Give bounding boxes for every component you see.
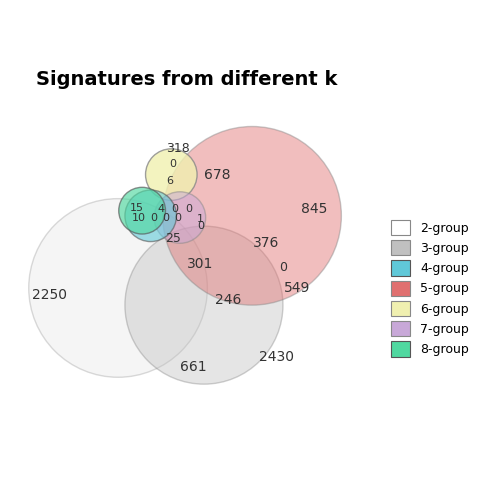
Text: 678: 678 bbox=[205, 168, 231, 181]
Text: 6: 6 bbox=[166, 176, 173, 186]
Text: 0: 0 bbox=[163, 213, 170, 223]
Circle shape bbox=[163, 127, 341, 305]
Text: 2250: 2250 bbox=[32, 288, 67, 302]
Text: 1: 1 bbox=[197, 214, 204, 224]
Title: Signatures from different k: Signatures from different k bbox=[36, 70, 338, 89]
Text: 0: 0 bbox=[175, 213, 181, 223]
Text: 0: 0 bbox=[197, 221, 204, 231]
Text: 25: 25 bbox=[165, 232, 181, 244]
Text: 0: 0 bbox=[171, 204, 178, 214]
Text: 246: 246 bbox=[215, 293, 241, 307]
Circle shape bbox=[119, 187, 165, 234]
Text: 845: 845 bbox=[301, 202, 327, 216]
Circle shape bbox=[125, 226, 283, 384]
Text: 0: 0 bbox=[185, 204, 192, 214]
Text: 318: 318 bbox=[166, 142, 190, 155]
Circle shape bbox=[125, 190, 176, 241]
Text: 15: 15 bbox=[130, 203, 144, 213]
Text: 4: 4 bbox=[157, 204, 165, 214]
Circle shape bbox=[29, 199, 207, 377]
Circle shape bbox=[154, 192, 206, 243]
Text: 661: 661 bbox=[180, 360, 207, 374]
Text: 549: 549 bbox=[284, 281, 310, 295]
Text: 301: 301 bbox=[187, 257, 214, 271]
Text: 0: 0 bbox=[151, 213, 158, 223]
Circle shape bbox=[146, 149, 197, 201]
Text: 10: 10 bbox=[132, 213, 146, 223]
Text: 376: 376 bbox=[253, 236, 279, 250]
Text: 0: 0 bbox=[279, 261, 287, 274]
Text: 2430: 2430 bbox=[259, 350, 294, 364]
Legend: 2-group, 3-group, 4-group, 5-group, 6-group, 7-group, 8-group: 2-group, 3-group, 4-group, 5-group, 6-gr… bbox=[388, 216, 473, 360]
Text: 0: 0 bbox=[169, 159, 176, 169]
